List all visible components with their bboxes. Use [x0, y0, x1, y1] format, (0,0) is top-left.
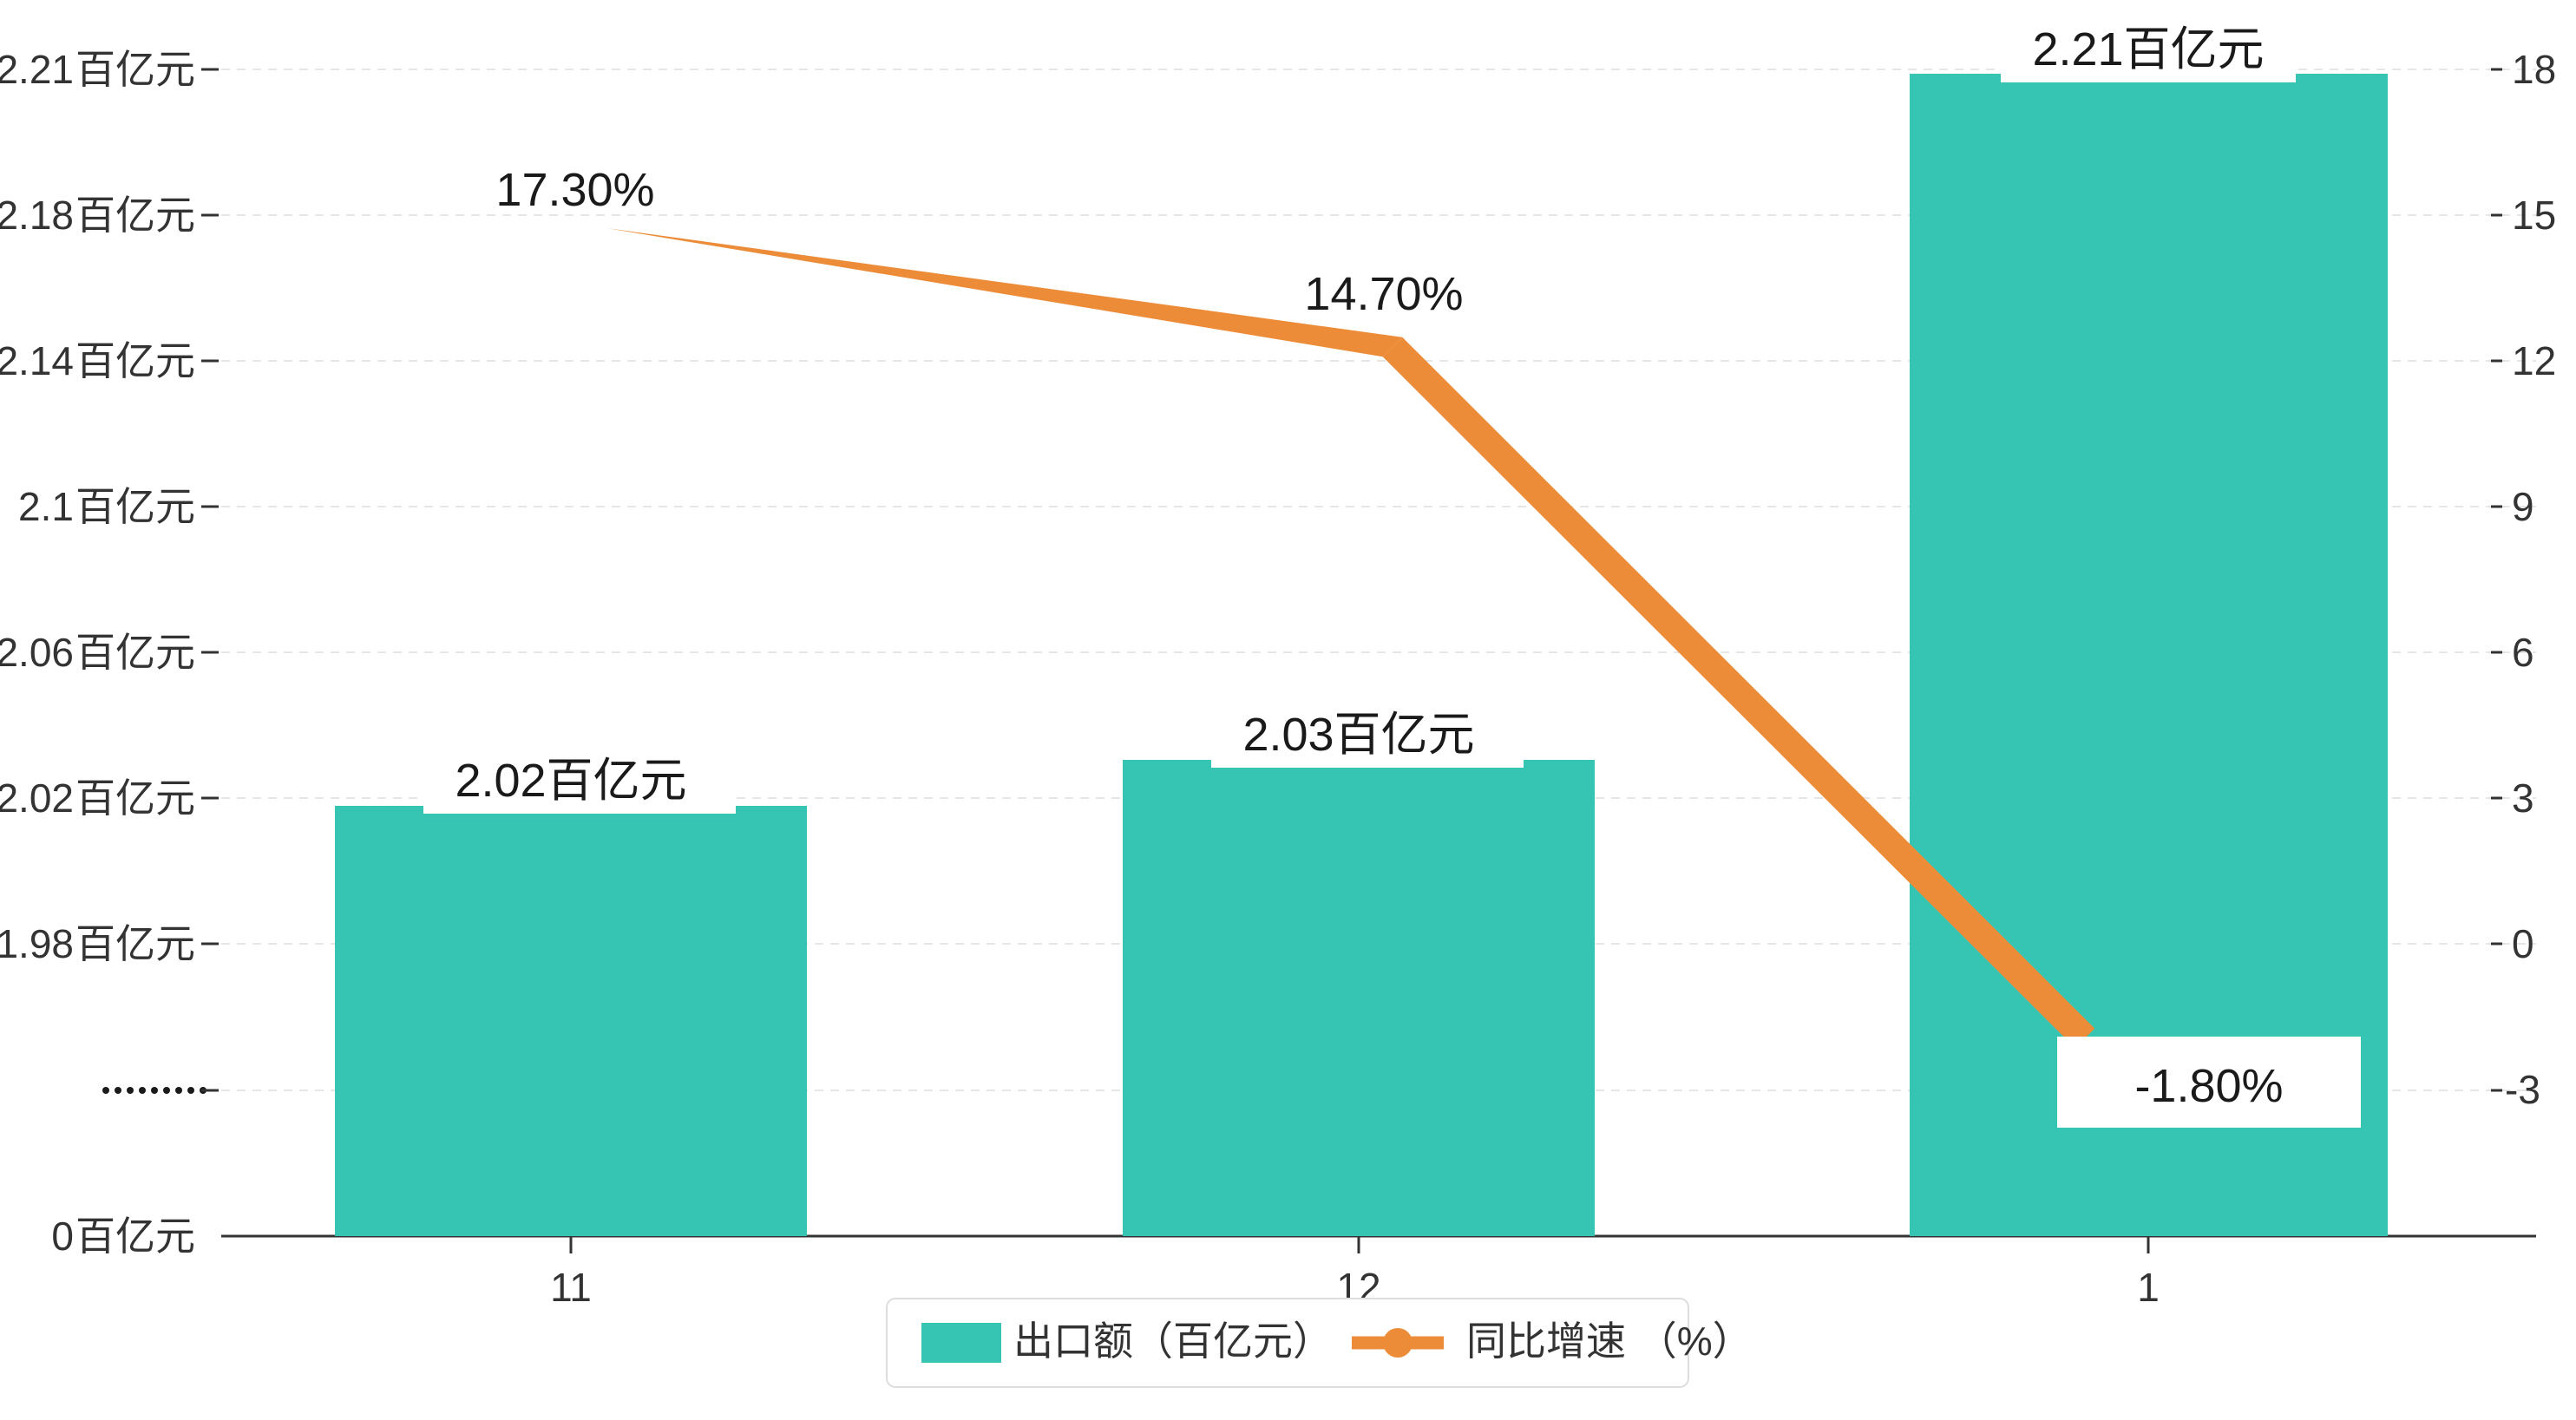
svg-text:2.18百亿元: 2.18百亿元	[0, 193, 195, 238]
svg-text:11: 11	[550, 1265, 592, 1310]
svg-text:12: 12	[2512, 338, 2556, 383]
svg-text:17.30%: 17.30%	[495, 164, 654, 216]
svg-text:0百亿元: 0百亿元	[51, 1214, 195, 1259]
svg-text:1: 1	[2137, 1265, 2160, 1310]
svg-text:3: 3	[2512, 775, 2534, 821]
svg-text:2.06百亿元: 2.06百亿元	[0, 630, 195, 675]
svg-text:2.02百亿元: 2.02百亿元	[0, 775, 195, 821]
svg-text:15: 15	[2512, 193, 2556, 238]
svg-text:出口额（百亿元）: 出口额（百亿元）	[1013, 1319, 1333, 1364]
svg-text:-3: -3	[2505, 1067, 2540, 1112]
svg-text:9: 9	[2512, 484, 2534, 529]
svg-text:2.21百亿元: 2.21百亿元	[0, 47, 195, 92]
svg-text:2.14百亿元: 2.14百亿元	[0, 338, 195, 383]
svg-text:同比增速 （%）: 同比增速 （%）	[1466, 1319, 1753, 1364]
svg-text:2.02百亿元: 2.02百亿元	[455, 755, 686, 807]
svg-text:0: 0	[2512, 921, 2534, 966]
svg-text:18: 18	[2512, 47, 2556, 92]
svg-text:2.1百亿元: 2.1百亿元	[18, 484, 195, 529]
svg-text:-1.80%: -1.80%	[2134, 1060, 2283, 1112]
svg-text:1.98百亿元: 1.98百亿元	[0, 921, 195, 966]
svg-text:6: 6	[2512, 630, 2534, 675]
svg-text:2.21百亿元: 2.21百亿元	[2032, 23, 2264, 75]
svg-text:14.70%: 14.70%	[1304, 268, 1463, 320]
svg-text:2.03百亿元: 2.03百亿元	[1242, 709, 1474, 761]
